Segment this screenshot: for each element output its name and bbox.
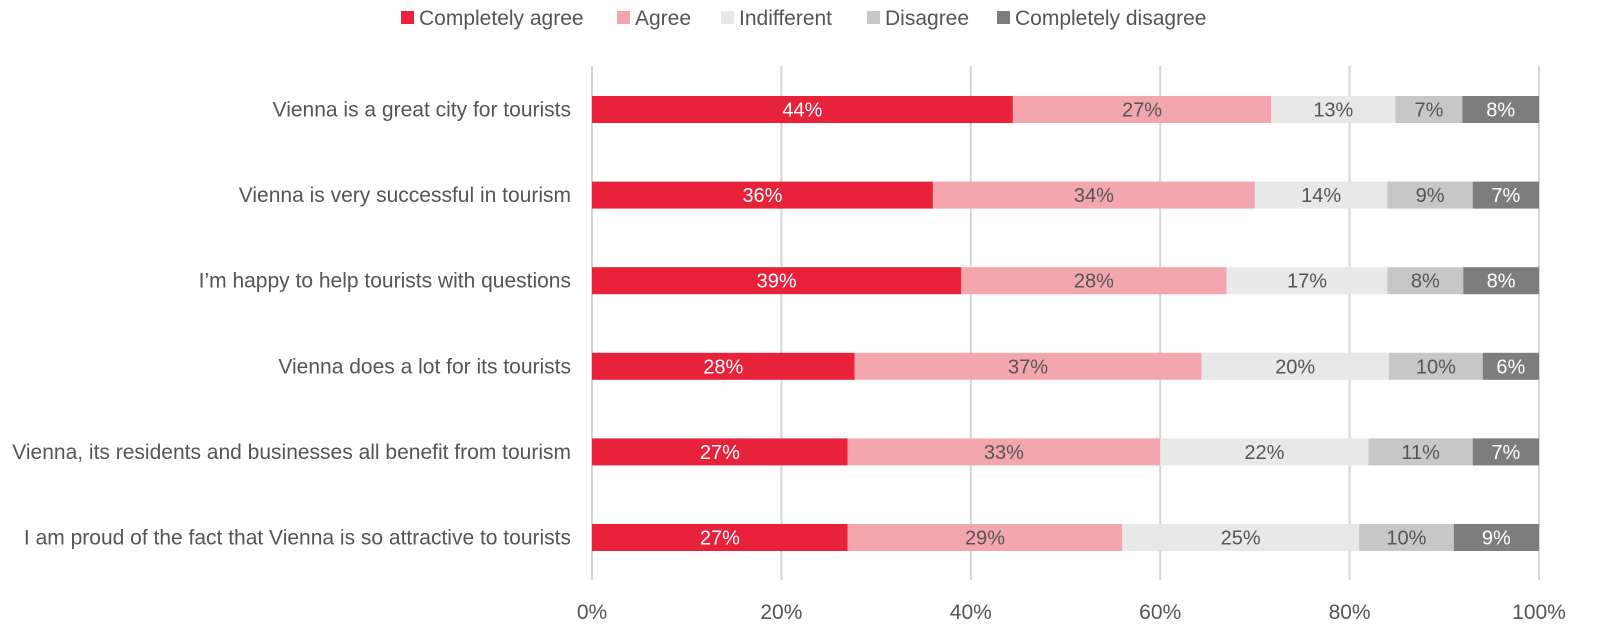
legend-swatch-indifferent: [721, 11, 734, 24]
bar-indifferent-0: [1271, 96, 1396, 123]
data-label-completely-agree-2: 39%: [757, 271, 797, 293]
bar-completely-disagree-0: [1462, 96, 1539, 123]
bar-disagree-2: [1387, 267, 1464, 295]
legend: Completely agree Agree Indifferent Disagree…: [401, 7, 1206, 30]
bar-disagree-0: [1395, 96, 1463, 123]
legend-swatch-completely-agree: [401, 11, 414, 24]
data-label-completely-agree-1: 36%: [742, 185, 782, 207]
data-label-agree-5: 29%: [965, 528, 1005, 550]
data-label-agree-3: 37%: [1008, 356, 1048, 378]
bar-completely-agree-2: [592, 267, 962, 295]
data-label-agree-0: 27%: [1122, 100, 1162, 122]
bar-completely-disagree-4: [1472, 438, 1539, 466]
data-label-disagree-1: 9%: [1416, 185, 1445, 207]
data-label-completely-agree-0: 44%: [782, 100, 822, 122]
bar-agree-5: [847, 524, 1123, 551]
data-label-completely-disagree-0: 8%: [1486, 100, 1515, 122]
category-label-2: I’m happy to help tourists with question…: [199, 270, 571, 293]
bar-disagree-4: [1368, 438, 1473, 466]
legend-label-indifferent: Indifferent: [739, 7, 832, 30]
legend-swatch-agree: [617, 11, 630, 24]
x-tick-label-0: 0%: [577, 601, 607, 624]
legend-label-agree: Agree: [635, 7, 691, 30]
data-label-indifferent-0: 13%: [1313, 100, 1353, 122]
bar-indifferent-2: [1226, 267, 1388, 295]
bar-completely-disagree-1: [1472, 181, 1539, 209]
data-label-completely-disagree-3: 6%: [1496, 356, 1525, 378]
bar-completely-agree-5: [592, 524, 848, 551]
category-label-4: Vienna, its residents and businesses all…: [12, 441, 571, 464]
bar-agree-2: [961, 267, 1227, 295]
bar-indifferent-4: [1160, 438, 1369, 466]
legend-label-disagree: Disagree: [885, 7, 969, 30]
category-label-5: I am proud of the fact that Vienna is so…: [24, 527, 571, 550]
bar-agree-4: [847, 438, 1161, 466]
data-label-indifferent-3: 20%: [1275, 356, 1315, 378]
x-tick-label-5: 100%: [1512, 601, 1566, 624]
x-tick-label-4: 80%: [1329, 601, 1371, 624]
data-label-agree-4: 33%: [984, 442, 1024, 464]
bar-disagree-1: [1387, 181, 1473, 209]
data-label-completely-disagree-2: 8%: [1487, 271, 1516, 293]
grid: [591, 66, 1540, 580]
data-label-disagree-4: 11%: [1401, 442, 1440, 464]
bar-completely-agree-4: [592, 438, 848, 466]
data-label-completely-agree-5: 27%: [700, 528, 740, 550]
x-tick-label-1: 20%: [760, 601, 802, 624]
bar-disagree-3: [1388, 352, 1483, 380]
bar-agree-0: [1012, 96, 1272, 123]
category-labels: Vienna is a great city for tourists Vienn…: [12, 99, 571, 550]
category-label-0: Vienna is a great city for tourists: [273, 99, 571, 122]
bar-agree-1: [932, 181, 1255, 209]
data-label-disagree-5: 10%: [1386, 528, 1426, 550]
data-label-completely-disagree-5: 9%: [1482, 528, 1511, 550]
legend-label-completely-agree: Completely agree: [419, 7, 584, 30]
bar-completely-disagree-3: [1482, 352, 1539, 380]
bar-indifferent-3: [1201, 352, 1389, 380]
bar-disagree-5: [1359, 524, 1454, 551]
bar-completely-disagree-2: [1463, 267, 1539, 295]
data-label-indifferent-2: 17%: [1287, 271, 1327, 293]
legend-label-completely-disagree: Completely disagree: [1015, 7, 1206, 30]
data-label-indifferent-1: 14%: [1301, 185, 1341, 207]
bar-completely-agree-3: [592, 352, 855, 380]
data-label-disagree-2: 8%: [1411, 271, 1440, 293]
data-label-disagree-0: 7%: [1415, 100, 1444, 122]
data-label-agree-1: 34%: [1074, 185, 1114, 207]
bar-agree-3: [854, 352, 1202, 380]
x-axis-ticks: 0% 20% 40% 60% 80% 100%: [577, 601, 1566, 624]
bar-completely-agree-1: [592, 181, 933, 209]
data-label-completely-agree-3: 28%: [703, 356, 743, 378]
bars: 44% 27% 13% 7% 8% 36% 34% 14% 9% 7% 39% 28% 17% 8% 8% 2…: [592, 96, 1539, 551]
legend-swatch-disagree: [867, 11, 880, 24]
bar-completely-disagree-5: [1453, 524, 1539, 551]
category-label-3: Vienna does a lot for its tourists: [278, 355, 571, 378]
x-tick-label-2: 40%: [950, 601, 992, 624]
legend-swatch-completely-disagree: [997, 11, 1010, 24]
data-label-completely-agree-4: 27%: [700, 442, 740, 464]
bar-indifferent-5: [1122, 524, 1360, 551]
data-label-completely-disagree-1: 7%: [1491, 185, 1520, 207]
data-label-disagree-3: 10%: [1416, 356, 1456, 378]
x-tick-label-3: 60%: [1139, 601, 1181, 624]
category-label-1: Vienna is very successful in tourism: [239, 184, 571, 207]
data-label-indifferent-5: 25%: [1221, 528, 1261, 550]
bar-indifferent-1: [1254, 181, 1388, 209]
data-label-agree-2: 28%: [1074, 271, 1114, 293]
bar-completely-agree-0: [592, 96, 1013, 123]
data-label-completely-disagree-4: 7%: [1491, 442, 1520, 464]
data-label-indifferent-4: 22%: [1244, 442, 1284, 464]
